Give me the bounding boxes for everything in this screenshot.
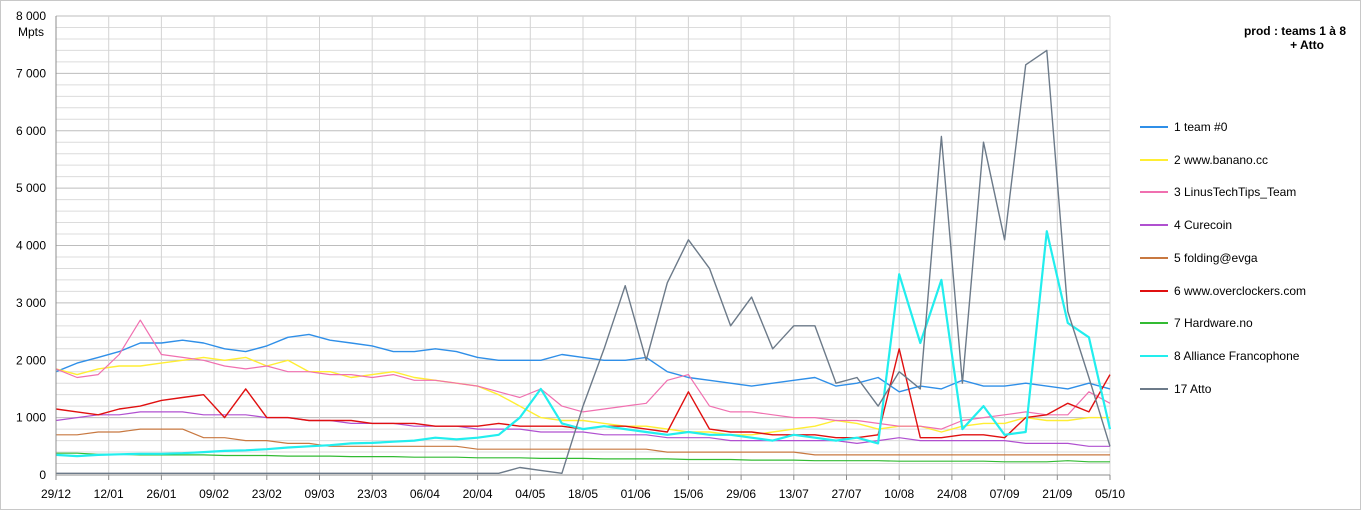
- y-tick-label: 1 000: [16, 411, 46, 425]
- x-tick-label: 09/03: [304, 487, 334, 501]
- legend-item: 7 Hardware.no: [1140, 314, 1355, 334]
- legend-swatch: [1140, 158, 1168, 161]
- legend-swatch: [1140, 387, 1168, 390]
- x-tick-label: 26/01: [146, 487, 176, 501]
- y-tick-label: 4 000: [16, 239, 46, 253]
- legend-swatch: [1140, 322, 1168, 325]
- x-tick-label: 20/04: [463, 487, 493, 501]
- legend-label: 3 LinusTechTips_Team: [1174, 185, 1297, 200]
- x-tick-label: 23/03: [357, 487, 387, 501]
- y-tick-label: 8 000: [16, 9, 46, 23]
- legend-item: 2 www.banano.cc: [1140, 151, 1355, 171]
- y-axis-ticks: 0 1 000 2 000 3 000 4 000 5 000 6 000 7 000 8 00…: [16, 9, 46, 482]
- legend-item: 1 team #0: [1140, 118, 1355, 138]
- x-tick-label: 05/10: [1095, 487, 1125, 501]
- legend-item: 4 Curecoin: [1140, 216, 1355, 236]
- legend-item: 6 www.overclockers.com: [1140, 282, 1355, 302]
- x-tick-label: 24/08: [937, 487, 967, 501]
- x-tick-label: 09/02: [199, 487, 229, 501]
- series-line-9: [56, 49, 1111, 474]
- legend-item: 8 Alliance Francophone: [1140, 347, 1355, 367]
- series-line-1: [55, 333, 1111, 393]
- x-tick-label: 23/02: [252, 487, 282, 501]
- x-tick-label: 27/07: [831, 487, 861, 501]
- legend-label: 4 Curecoin: [1174, 218, 1233, 233]
- legend-swatch: [1140, 126, 1168, 128]
- legend-swatch: [1140, 354, 1168, 357]
- y-tick-label: 0: [39, 468, 46, 482]
- x-tick-label: 04/05: [515, 487, 545, 501]
- x-tick-label: 18/05: [568, 487, 598, 501]
- x-tick-label: 06/04: [410, 487, 440, 501]
- series-lines: [55, 49, 1112, 474]
- legend-label: 1 team #0: [1174, 120, 1228, 134]
- series-line-5: [56, 428, 1110, 456]
- chart-title-line-2: + Atto: [1290, 38, 1324, 52]
- legend-item: 3 LinusTechTips_Team: [1140, 183, 1355, 203]
- x-axis-ticks: 29/12 12/01 26/01 09/02 23/02 09/03 23/03 06/04…: [41, 475, 1125, 501]
- series-line-4: [55, 411, 1110, 447]
- y-tick-label: 7 000: [16, 66, 46, 80]
- legend-label: 6 www.overclockers.com: [1174, 283, 1307, 298]
- legend-swatch: [1140, 256, 1168, 259]
- y-tick-label: 2 000: [16, 353, 46, 367]
- y-axis-unit: Mpts: [18, 25, 44, 39]
- chart-title-line-1: prod : teams 1 à 8: [1243, 24, 1346, 38]
- legend-swatch: [1140, 289, 1168, 292]
- x-tick-label: 15/06: [673, 487, 703, 501]
- legend-label: 2 www.banano.cc: [1174, 152, 1269, 167]
- x-tick-label: 21/09: [1042, 487, 1072, 501]
- series-line-8: [55, 230, 1112, 458]
- y-tick-label: 6 000: [16, 124, 46, 138]
- y-tick-label: 5 000: [16, 181, 46, 195]
- x-tick-label: 12/01: [94, 487, 124, 501]
- legend-swatch: [1140, 191, 1168, 194]
- chart-title: prod : teams 1 à 8 + Atto: [1190, 24, 1346, 52]
- x-tick-label: 07/09: [990, 487, 1020, 501]
- legend-label: 17 Atto: [1174, 381, 1212, 396]
- legend-item: 17 Atto: [1140, 380, 1355, 400]
- x-tick-label: 29/12: [41, 487, 71, 501]
- x-tick-label: 01/06: [621, 487, 651, 501]
- legend-label: 8 Alliance Francophone: [1174, 348, 1300, 363]
- legend-label: 5 folding@evga: [1174, 250, 1258, 265]
- legend-swatch: [1140, 224, 1168, 227]
- x-tick-label: 10/08: [884, 487, 914, 501]
- legend-label: 7 Hardware.no: [1174, 316, 1253, 331]
- series-line-3: [55, 319, 1111, 430]
- x-tick-label: 29/06: [726, 487, 756, 501]
- y-tick-label: 3 000: [16, 296, 46, 310]
- legend-item: 5 folding@evga: [1140, 249, 1355, 269]
- series-line-2: [55, 356, 1110, 436]
- series-line-7: [56, 452, 1110, 463]
- x-tick-label: 13/07: [779, 487, 809, 501]
